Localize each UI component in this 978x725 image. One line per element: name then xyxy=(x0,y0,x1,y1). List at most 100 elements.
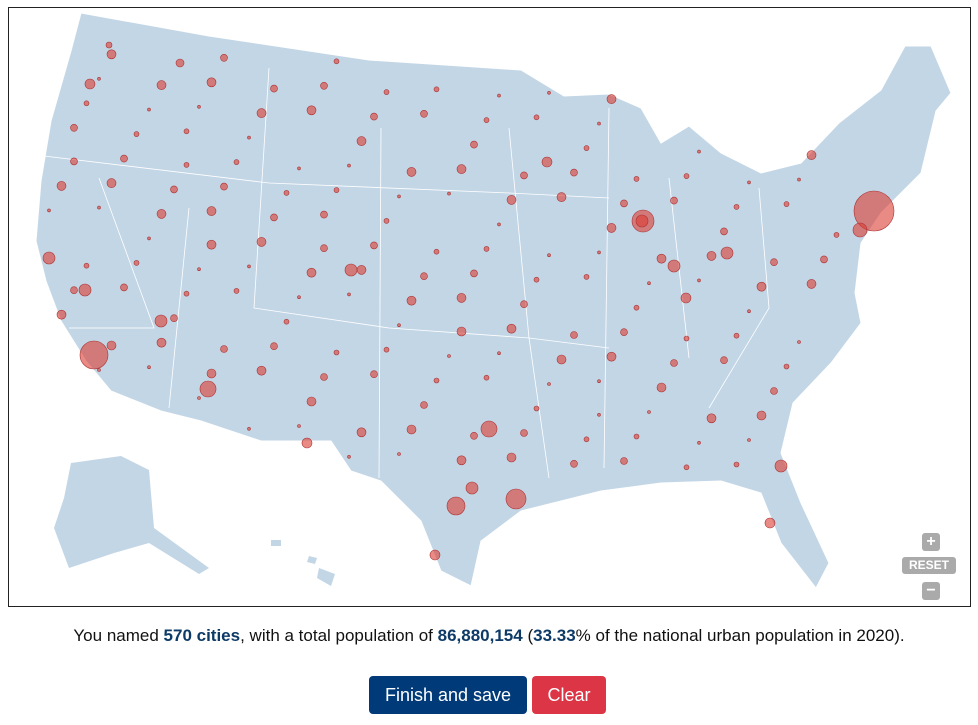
city-marker xyxy=(206,206,217,216)
city-marker xyxy=(301,437,313,449)
city-marker xyxy=(233,288,240,294)
alaska xyxy=(54,456,209,574)
city-marker xyxy=(97,205,101,210)
city-marker xyxy=(470,431,478,440)
city-marker xyxy=(42,251,56,265)
city-marker xyxy=(197,105,201,109)
city-marker xyxy=(606,94,617,104)
city-marker xyxy=(720,356,728,365)
city-marker xyxy=(783,363,790,370)
city-marker xyxy=(56,309,67,320)
city-marker xyxy=(547,382,551,386)
city-marker xyxy=(756,410,767,421)
city-marker xyxy=(697,149,701,154)
city-marker xyxy=(344,263,358,277)
city-marker xyxy=(756,281,767,292)
city-marker xyxy=(433,248,440,255)
city-marker xyxy=(406,424,417,435)
city-marker xyxy=(533,114,540,121)
city-marker xyxy=(47,208,51,213)
city-marker xyxy=(206,77,217,88)
city-marker xyxy=(120,154,128,163)
city-marker xyxy=(647,410,651,414)
city-marker xyxy=(633,176,640,182)
city-marker xyxy=(70,157,78,166)
city-marker xyxy=(320,82,328,90)
city-marker xyxy=(256,237,267,247)
city-marker xyxy=(683,335,690,342)
city-marker xyxy=(306,105,317,116)
city-marker xyxy=(83,262,90,269)
clear-button[interactable]: Clear xyxy=(532,676,606,714)
city-marker xyxy=(105,41,113,49)
city-marker xyxy=(556,354,567,365)
city-marker xyxy=(806,279,817,289)
city-marker xyxy=(97,368,101,372)
city-marker xyxy=(706,413,717,424)
city-marker xyxy=(199,380,217,398)
city-marker xyxy=(597,412,601,417)
city-marker xyxy=(247,135,251,140)
text: % of the national urban population in 20… xyxy=(575,626,905,645)
city-marker xyxy=(156,209,167,219)
city-marker xyxy=(406,167,417,177)
city-marker xyxy=(620,457,628,465)
city-marker xyxy=(397,452,401,456)
city-marker xyxy=(420,401,428,409)
city-marker xyxy=(465,481,479,495)
city-marker xyxy=(183,290,190,297)
city-marker xyxy=(656,382,667,393)
city-marker xyxy=(333,187,340,193)
city-marker xyxy=(256,108,267,118)
city-marker xyxy=(733,332,740,339)
city-marker xyxy=(347,163,351,168)
city-marker xyxy=(480,420,498,438)
city-marker xyxy=(606,351,617,362)
city-marker xyxy=(764,517,776,529)
city-marker xyxy=(133,131,140,137)
city-marker xyxy=(297,424,301,428)
city-marker xyxy=(720,227,728,236)
city-marker xyxy=(183,162,190,168)
city-marker xyxy=(297,295,301,300)
city-marker xyxy=(747,180,751,185)
city-marker xyxy=(633,304,640,311)
city-marker xyxy=(497,93,501,98)
zoom-out[interactable]: − xyxy=(922,582,940,600)
city-marker xyxy=(770,387,778,395)
city-marker xyxy=(456,326,467,337)
city-marker xyxy=(797,177,801,182)
city-marker xyxy=(456,293,467,303)
reset[interactable]: RESET xyxy=(902,557,956,574)
city-marker xyxy=(497,222,501,227)
map[interactable]: + RESET − xyxy=(8,7,971,607)
city-marker xyxy=(247,264,251,269)
city-marker xyxy=(320,373,328,381)
city-marker xyxy=(106,340,117,351)
city-marker xyxy=(370,241,378,250)
city-marker xyxy=(635,214,649,228)
city-marker xyxy=(356,265,367,275)
city-marker xyxy=(446,496,466,516)
city-marker xyxy=(570,459,578,468)
city-marker xyxy=(583,436,590,443)
city-marker xyxy=(505,488,527,510)
city-marker xyxy=(170,314,178,323)
city-marker xyxy=(56,181,67,191)
finish-button[interactable]: Finish and save xyxy=(369,676,527,714)
city-marker xyxy=(447,354,451,358)
city-marker xyxy=(520,171,528,180)
city-marker xyxy=(147,365,151,370)
city-marker xyxy=(147,236,151,241)
zoom-in[interactable]: + xyxy=(922,533,940,551)
city-marker xyxy=(247,426,251,431)
city-marker xyxy=(570,331,578,339)
city-marker xyxy=(106,178,117,188)
city-marker xyxy=(670,359,678,367)
city-marker xyxy=(156,337,167,348)
city-marker xyxy=(456,164,467,174)
city-marker xyxy=(720,246,734,260)
city-marker xyxy=(120,283,128,292)
text: ( xyxy=(527,626,534,645)
